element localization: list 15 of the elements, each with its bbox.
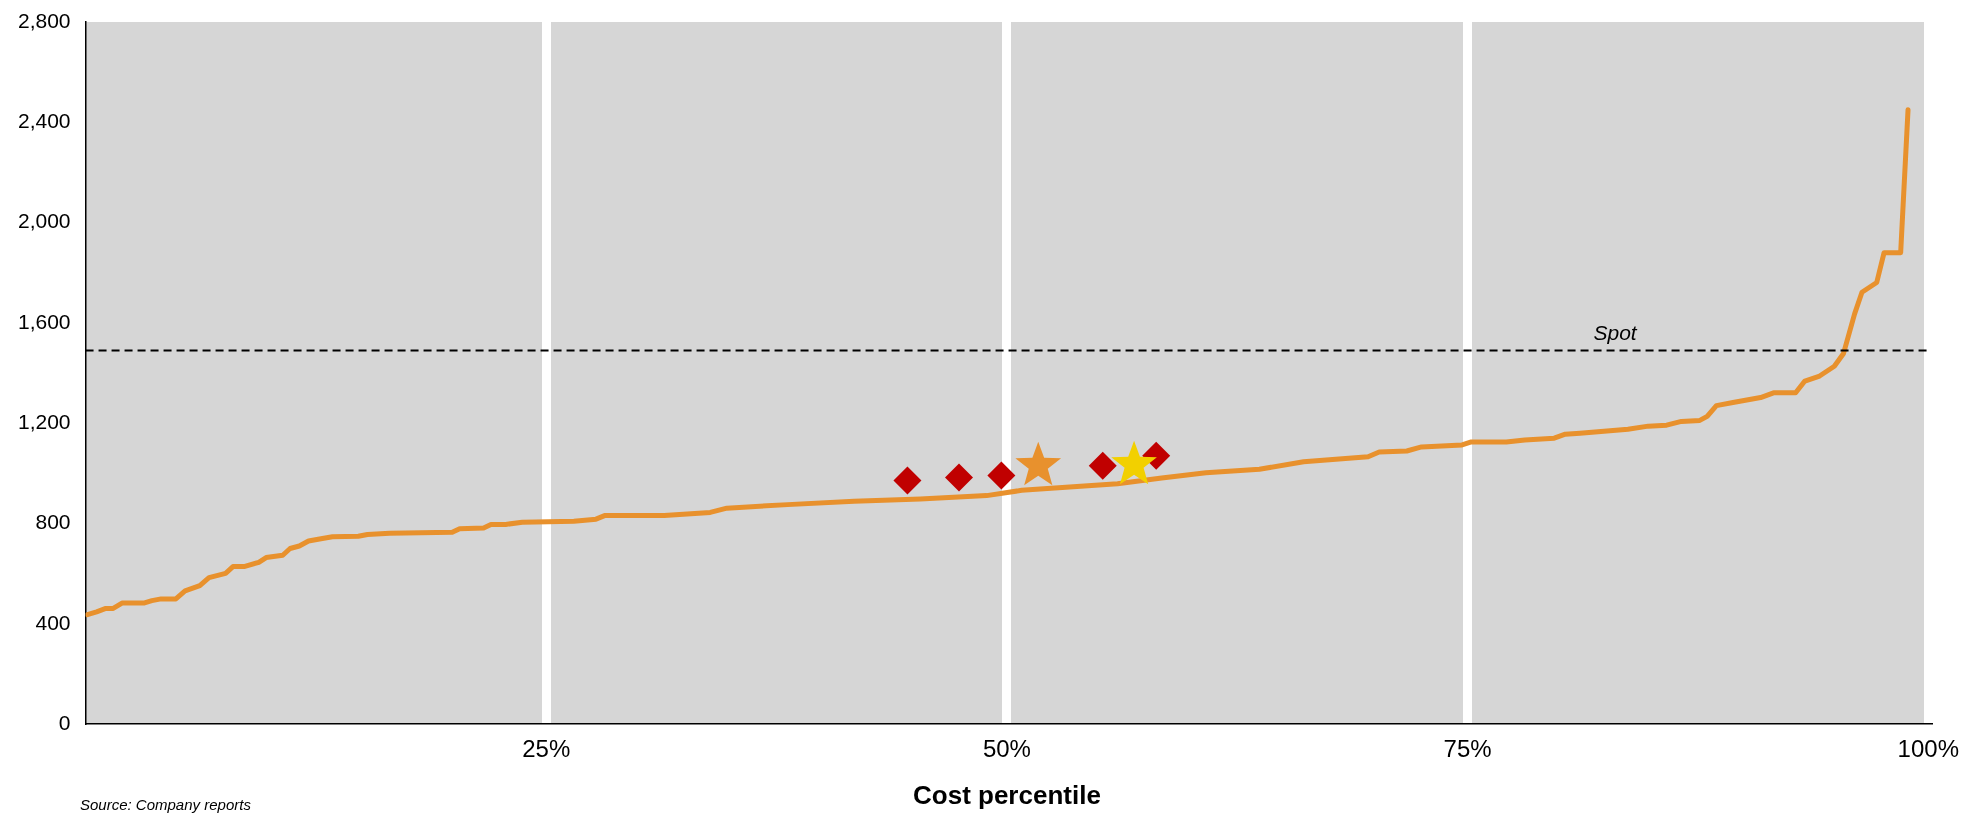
x-tick-label: 100% bbox=[1897, 735, 1959, 763]
y-tick-label: 2,800 bbox=[17, 8, 71, 32]
ref-line-label: Spot bbox=[1593, 320, 1638, 344]
x-tick-label: 50% bbox=[982, 735, 1031, 763]
y-tick-label: 2,400 bbox=[17, 109, 71, 133]
x-tick-label: 75% bbox=[1443, 735, 1492, 763]
y-tick-label: 400 bbox=[35, 610, 71, 634]
y-tick-label: 1,200 bbox=[17, 409, 71, 433]
y-tick-label: 800 bbox=[35, 510, 71, 534]
x-axis-title: Cost percentile bbox=[913, 779, 1101, 810]
y-tick-label: 2,000 bbox=[17, 209, 71, 233]
source-note: Source: Company reports bbox=[80, 796, 251, 813]
y-tick-label: 1,600 bbox=[17, 309, 71, 333]
x-tick-label: 25% bbox=[522, 735, 571, 763]
y-tick-label: 0 bbox=[58, 710, 71, 734]
